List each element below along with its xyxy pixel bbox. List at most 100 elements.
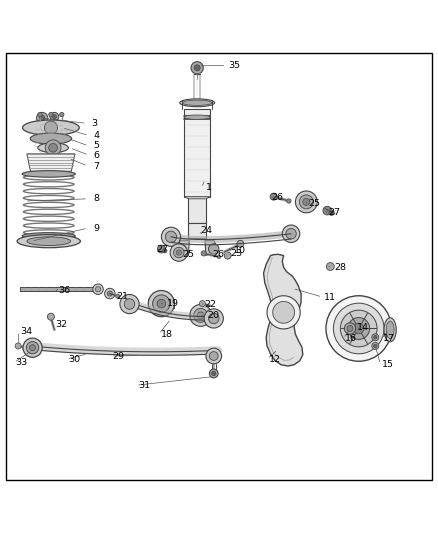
Circle shape [372,343,379,350]
Ellipse shape [22,120,79,135]
Text: 16: 16 [345,334,357,343]
Circle shape [45,140,61,156]
Circle shape [26,342,39,354]
Circle shape [209,352,218,360]
Circle shape [194,309,208,322]
Circle shape [344,323,356,334]
Text: 20: 20 [208,311,220,320]
Polygon shape [184,197,210,199]
Text: 5: 5 [94,141,100,150]
Circle shape [36,112,48,124]
Circle shape [347,326,353,332]
Circle shape [374,335,377,339]
Circle shape [283,225,300,243]
Text: 30: 30 [68,354,80,364]
Circle shape [170,244,187,261]
Polygon shape [188,197,206,223]
Circle shape [49,112,53,117]
Polygon shape [264,254,303,366]
Circle shape [15,343,21,349]
Circle shape [93,284,103,294]
Circle shape [329,210,334,215]
Circle shape [38,112,42,117]
Circle shape [152,295,170,312]
Text: 17: 17 [383,334,395,343]
Circle shape [175,244,186,254]
Circle shape [224,252,231,259]
Ellipse shape [384,318,396,342]
Circle shape [29,345,35,351]
Ellipse shape [22,171,75,177]
Text: 26: 26 [212,250,224,259]
Polygon shape [27,154,75,171]
Ellipse shape [38,143,68,152]
Circle shape [204,309,223,328]
Text: 12: 12 [269,354,281,364]
Ellipse shape [22,233,75,239]
Circle shape [190,304,212,326]
Circle shape [303,198,310,205]
Ellipse shape [184,115,210,119]
Ellipse shape [182,100,212,106]
Circle shape [208,244,219,254]
Text: 21: 21 [116,292,128,301]
Text: 7: 7 [93,161,99,171]
Text: 32: 32 [55,320,67,329]
Polygon shape [20,287,95,292]
Polygon shape [175,240,189,256]
Circle shape [194,65,200,71]
Polygon shape [205,240,219,256]
Circle shape [287,199,291,203]
Circle shape [353,323,364,334]
Text: 19: 19 [167,299,179,308]
Polygon shape [184,109,210,197]
Circle shape [157,245,165,253]
Text: 27: 27 [328,208,341,217]
Circle shape [286,229,296,239]
Circle shape [60,112,64,117]
Circle shape [340,310,377,347]
Circle shape [50,112,59,121]
Text: 25: 25 [308,199,320,208]
Text: 22: 22 [204,300,216,309]
Polygon shape [188,223,206,238]
Text: 24: 24 [200,226,212,235]
Circle shape [267,296,300,329]
Circle shape [208,313,219,324]
Circle shape [165,231,177,243]
Circle shape [105,288,115,299]
Circle shape [295,191,317,213]
Text: 3: 3 [92,119,98,128]
Circle shape [199,301,205,306]
Circle shape [52,115,57,119]
Circle shape [206,348,222,364]
Circle shape [372,334,379,341]
Text: 11: 11 [324,293,336,302]
Circle shape [273,302,294,323]
Circle shape [162,248,167,253]
Circle shape [124,299,135,309]
Text: 29: 29 [113,351,124,360]
Circle shape [333,303,384,354]
Circle shape [237,240,244,247]
Circle shape [212,372,216,376]
Ellipse shape [180,99,215,107]
Circle shape [176,250,181,255]
Circle shape [326,296,392,361]
Ellipse shape [27,237,71,246]
Text: 27: 27 [156,245,168,254]
Text: 1: 1 [206,183,212,192]
Text: 10: 10 [234,246,246,255]
Circle shape [47,313,54,320]
Text: 23: 23 [230,249,243,258]
Text: 15: 15 [382,360,394,369]
Circle shape [270,193,277,200]
Text: 36: 36 [58,286,70,295]
Text: 28: 28 [334,263,346,272]
Text: 8: 8 [93,195,99,203]
Text: 31: 31 [138,381,150,390]
Circle shape [197,312,204,319]
Circle shape [217,255,221,259]
Circle shape [348,318,370,340]
Text: 26: 26 [271,193,283,202]
